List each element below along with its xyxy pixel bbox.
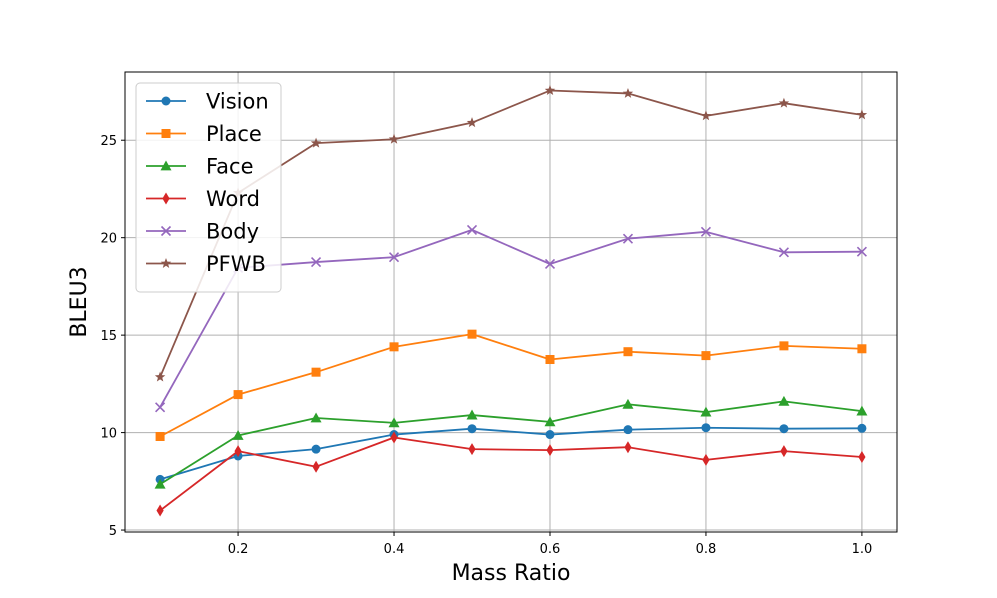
series-vision xyxy=(155,423,867,484)
data-point-pfwb xyxy=(544,85,556,95)
data-point-word xyxy=(780,445,788,458)
data-point-word xyxy=(468,443,476,456)
data-point-place xyxy=(701,351,711,361)
data-point-pfwb xyxy=(778,97,790,108)
legend-box xyxy=(135,82,282,293)
data-point-face xyxy=(856,405,868,416)
data-point-place xyxy=(545,355,555,364)
series-line-word xyxy=(159,436,862,512)
data-point-body xyxy=(622,233,634,244)
data-point-place xyxy=(779,341,789,351)
data-point-pfwb xyxy=(700,110,712,121)
x-tick-label: 1.0 xyxy=(852,542,873,557)
data-point-place xyxy=(389,342,399,352)
data-point-place xyxy=(467,329,477,339)
data-point-body xyxy=(700,226,712,237)
y-tick-label: 5 xyxy=(109,524,117,539)
data-point-vision xyxy=(857,423,867,433)
data-point-vision xyxy=(701,423,711,433)
data-point-body xyxy=(388,252,400,263)
data-point-word xyxy=(546,444,554,457)
data-point-pfwb xyxy=(388,133,400,144)
y-axis-label: BLEU3 xyxy=(67,266,92,337)
data-point-body xyxy=(466,224,478,235)
legend-label: PFWB xyxy=(206,252,266,276)
data-point-pfwb xyxy=(310,137,322,148)
legend-label: Word xyxy=(206,187,260,211)
legend-marker xyxy=(160,160,172,171)
data-point-face xyxy=(154,478,166,489)
data-point-body xyxy=(856,246,867,257)
data-point-body xyxy=(544,258,556,270)
x-axis-label: Mass Ratio xyxy=(452,561,571,586)
data-point-word xyxy=(858,450,866,463)
data-point-place xyxy=(623,347,633,357)
legend-marker xyxy=(161,129,171,138)
x-tick-label: 0.8 xyxy=(696,542,717,557)
data-point-vision xyxy=(545,430,555,440)
series-place xyxy=(155,329,867,441)
data-point-place xyxy=(311,367,321,377)
legend-item-vision: Vision xyxy=(146,90,269,114)
data-point-vision xyxy=(467,424,477,434)
data-point-place xyxy=(233,390,243,400)
series-face xyxy=(154,395,868,489)
data-point-face xyxy=(544,416,556,427)
legend-item-pfwb: PFWB xyxy=(146,252,266,276)
legend-marker xyxy=(162,192,170,205)
data-point-word xyxy=(312,460,320,473)
data-point-pfwb xyxy=(466,117,478,128)
x-tick-label: 0.6 xyxy=(540,542,561,557)
data-point-face xyxy=(700,406,712,417)
y-tick-label: 15 xyxy=(100,329,117,344)
data-point-pfwb xyxy=(856,109,868,120)
data-point-vision xyxy=(623,425,633,435)
data-point-word xyxy=(390,431,398,444)
data-point-word xyxy=(702,453,710,466)
data-point-face xyxy=(388,417,400,428)
data-point-body xyxy=(155,402,166,413)
data-point-pfwb xyxy=(154,371,166,382)
x-tick-label: 0.4 xyxy=(384,542,405,557)
data-point-face xyxy=(466,409,478,420)
y-tick-label: 20 xyxy=(100,232,117,247)
data-point-face xyxy=(232,430,244,440)
data-point-body xyxy=(778,247,789,258)
y-tick-label: 10 xyxy=(100,427,117,442)
data-point-vision xyxy=(311,444,321,454)
data-point-face xyxy=(310,412,322,423)
data-point-vision xyxy=(779,424,789,434)
legend-item-word: Word xyxy=(146,187,260,211)
series-line-face xyxy=(159,400,863,486)
data-point-word xyxy=(156,504,164,517)
x-tick-label: 0.2 xyxy=(228,542,249,557)
legend-marker xyxy=(160,258,172,268)
legend-marker xyxy=(160,225,172,237)
data-point-pfwb xyxy=(622,87,634,98)
axis-ticks: 0.2 0.4 0.6 0.8 1.0 5 10 15 20 25 xyxy=(100,134,872,557)
data-point-face xyxy=(622,398,634,409)
legend-label: Body xyxy=(206,220,259,244)
data-point-word xyxy=(624,441,632,454)
data-point-face xyxy=(778,395,790,406)
legend-item-place: Place xyxy=(146,122,262,146)
legend-item-body: Body xyxy=(146,220,259,244)
y-tick-label: 25 xyxy=(100,134,117,149)
legend-label: Vision xyxy=(206,90,269,114)
series-line-place xyxy=(159,333,862,438)
data-point-place xyxy=(155,431,165,441)
data-point-place xyxy=(857,344,867,354)
series-line-vision xyxy=(159,426,862,481)
plot-area-frame xyxy=(124,71,898,533)
data-point-body xyxy=(310,256,322,268)
legend-label: Place xyxy=(206,122,262,146)
legend-marker xyxy=(161,96,171,106)
legend: Vision Place Face Word Body PFWB xyxy=(135,82,282,293)
series-layer xyxy=(154,85,868,517)
data-point-word xyxy=(234,445,242,458)
legend-item-face: Face xyxy=(146,155,254,179)
legend-label: Face xyxy=(206,155,254,179)
series-word xyxy=(156,431,866,517)
